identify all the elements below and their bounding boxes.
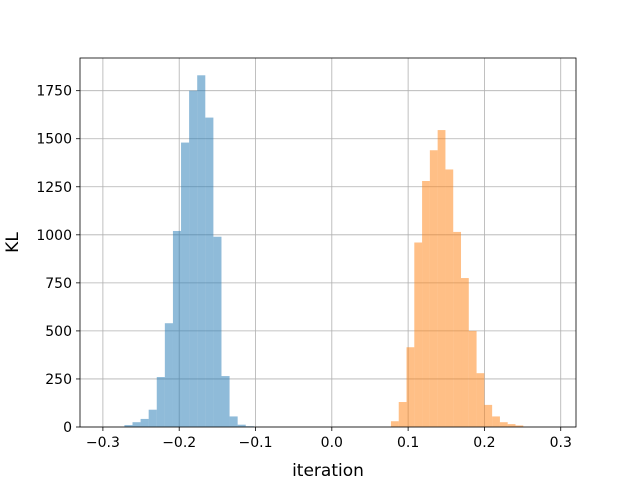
x-tick-label: 0.3 (550, 435, 572, 451)
histogram-bar-series-1 (237, 424, 246, 427)
histogram-bar-series-2 (406, 347, 415, 427)
plot-frame (79, 57, 577, 428)
histogram-bar-series-2 (507, 424, 516, 427)
grid-lines (80, 58, 576, 428)
y-tick-label: 750 (45, 276, 72, 292)
histogram-bar-series-2 (437, 130, 446, 427)
y-tick-label: 500 (45, 324, 72, 340)
histogram-bar-series-2 (453, 231, 462, 427)
y-axis-label: KL (3, 232, 23, 253)
histogram-bar-series-1 (140, 418, 149, 427)
histogram-bar-series-2 (476, 373, 485, 427)
x-tick-label: −0.3 (86, 435, 120, 451)
histogram-bar-series-1 (181, 142, 190, 427)
histogram-bar-series-2 (484, 404, 493, 427)
histogram-bar-series-2 (422, 181, 430, 427)
histogram-bar-series-1 (156, 377, 165, 427)
histogram-bar-series-1 (132, 422, 141, 427)
histogram-bar-series-1 (124, 425, 133, 427)
histogram-bar-series-1 (148, 409, 157, 427)
y-axis-ticks: 0 250 500 750 1000 1250 1500 1750 (36, 84, 80, 436)
histogram-bar-series-1 (229, 416, 238, 427)
histogram-bar-series-1 (164, 323, 173, 427)
histogram-bar-series-1 (172, 230, 182, 427)
histogram-bar-series-1 (189, 90, 198, 427)
histogram-bars (124, 75, 524, 427)
y-tick-label: 1000 (36, 228, 72, 244)
histogram-bar-series-1 (213, 236, 222, 427)
histogram-bar-series-1 (197, 75, 206, 427)
y-tick-label: 250 (45, 372, 72, 388)
x-axis-label: iteration (292, 461, 364, 480)
x-tick-label: −0.2 (162, 435, 196, 451)
x-axis-ticks: −0.3 −0.2 −0.1 0.0 0.1 0.2 0.3 (86, 427, 572, 451)
histogram-bar-series-2 (515, 425, 524, 427)
histogram-bar-series-2 (445, 169, 454, 427)
x-tick-label: 0.0 (321, 435, 343, 451)
y-tick-label: 0 (63, 420, 72, 436)
histogram-bar-series-2 (398, 402, 407, 427)
histogram-bar-series-2 (429, 150, 438, 427)
histogram-bar-series-1 (221, 376, 230, 427)
x-tick-label: 0.1 (397, 435, 419, 451)
histogram-bar-series-1 (205, 117, 214, 427)
histogram-bar-series-2 (492, 416, 500, 427)
y-tick-label: 1750 (36, 84, 72, 100)
x-tick-label: 0.2 (473, 435, 495, 451)
y-tick-label: 1250 (36, 180, 72, 196)
y-tick-label: 1500 (36, 132, 72, 148)
histogram-bar-series-2 (414, 242, 423, 427)
histogram-bar-series-2 (461, 278, 469, 427)
histogram-bar-series-2 (390, 421, 399, 427)
histogram-bar-series-2 (468, 330, 477, 427)
histogram-bar-series-2 (499, 422, 508, 427)
x-tick-label: −0.1 (239, 435, 273, 451)
